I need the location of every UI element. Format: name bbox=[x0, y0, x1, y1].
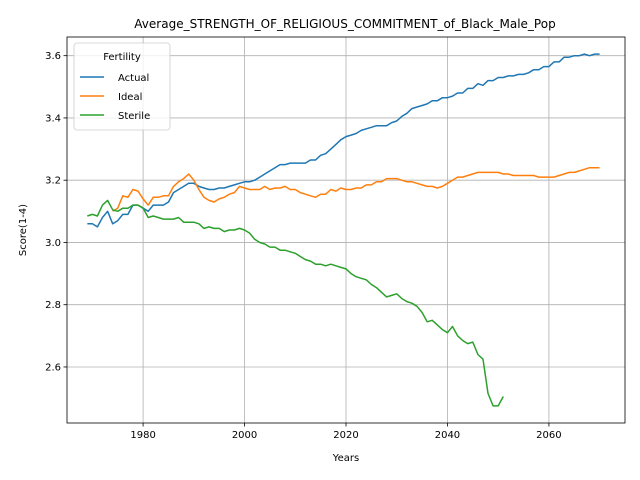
y-tick-label: 2.6 bbox=[45, 362, 61, 373]
series-lines bbox=[87, 53, 600, 407]
legend-label-actual: Actual bbox=[118, 73, 149, 84]
x-axis-label: Years bbox=[332, 453, 359, 464]
chart-title: Average_STRENGTH_OF_RELIGIOUS_COMMITMENT… bbox=[134, 17, 555, 31]
y-tick-label: 3.4 bbox=[45, 113, 61, 124]
legend-label-ideal: Ideal bbox=[118, 92, 142, 103]
x-tick-label: 2000 bbox=[232, 430, 257, 441]
y-tick-label: 3.6 bbox=[45, 51, 61, 62]
y-tick-label: 3.2 bbox=[45, 176, 61, 187]
y-tick-label: 2.8 bbox=[45, 300, 61, 311]
legend-label-sterile: Sterile bbox=[118, 111, 150, 122]
legend: Fertility Actual Ideal Sterile bbox=[73, 42, 171, 131]
series-line-ideal bbox=[112, 166, 600, 212]
x-tick-label: 1980 bbox=[130, 430, 155, 441]
legend-box bbox=[73, 42, 171, 131]
x-tick-label: 2060 bbox=[536, 430, 561, 441]
series-line-actual bbox=[87, 53, 600, 228]
x-tick-label: 2020 bbox=[333, 430, 358, 441]
y-axis-label: Score(1-4) bbox=[18, 204, 29, 256]
axis-ticks: 1980 2000 2020 2040 2060 2.6 2.8 3.0 3.2 3.4 3.6 bbox=[45, 51, 562, 441]
y-tick-label: 3.0 bbox=[45, 238, 61, 249]
series-line-sterile bbox=[87, 199, 504, 407]
legend-entries: Actual Ideal Sterile bbox=[80, 73, 150, 122]
legend-title: Fertility bbox=[103, 52, 141, 63]
x-tick-label: 2040 bbox=[435, 430, 460, 441]
